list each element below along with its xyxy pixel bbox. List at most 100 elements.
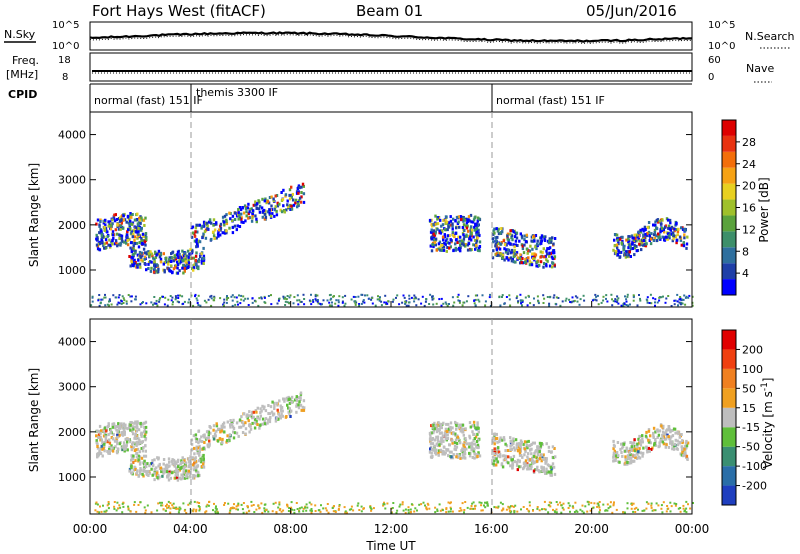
echo-cell — [609, 501, 612, 504]
echo-cell — [613, 501, 615, 504]
echo-cell — [122, 214, 125, 218]
echo-cell — [324, 507, 327, 510]
echo-cell — [652, 297, 655, 300]
echo-cell — [467, 242, 471, 246]
echo-cell — [552, 456, 555, 460]
echo-cell — [162, 462, 165, 466]
echo-cell — [662, 430, 665, 434]
echo-cell — [295, 397, 298, 401]
echo-cell — [657, 504, 660, 507]
echo-cell — [613, 238, 616, 242]
echo-cell — [253, 421, 257, 425]
echo-cell — [621, 454, 624, 458]
echo-cell — [261, 215, 264, 219]
echo-cell — [119, 216, 122, 220]
echo-cell — [95, 439, 98, 443]
echo-cell — [470, 228, 474, 232]
echo-cell — [245, 414, 248, 418]
echo-cell — [455, 424, 458, 428]
echo-cell — [436, 444, 439, 447]
echo-cell — [495, 248, 499, 252]
echo-cell — [454, 219, 457, 223]
echo-cell — [126, 236, 129, 239]
echo-cell — [641, 434, 644, 438]
echo-cell — [166, 304, 169, 307]
echo-cell — [527, 256, 530, 260]
echo-cell — [257, 504, 260, 507]
echo-cell — [358, 509, 361, 511]
echo-cell — [198, 223, 201, 227]
echo-cell — [464, 501, 467, 503]
echo-cell — [182, 472, 186, 476]
echo-cell — [543, 508, 546, 510]
echo-cell — [383, 301, 386, 304]
echo-cell — [256, 406, 259, 410]
echo-cell — [158, 462, 161, 466]
echo-cell — [98, 231, 101, 235]
echo-cell — [612, 455, 615, 459]
echo-cell — [210, 221, 213, 225]
echo-cell — [478, 249, 481, 253]
echo-cell — [212, 424, 216, 428]
echo-cell — [447, 427, 450, 431]
echo-cell — [548, 296, 551, 299]
echo-cell — [529, 458, 532, 462]
echo-cell — [317, 302, 320, 305]
echo-cell — [175, 476, 179, 480]
echo-cell — [530, 263, 534, 267]
echo-cell — [223, 214, 227, 218]
echo-cell — [151, 459, 154, 463]
echo-cell — [443, 233, 446, 237]
echo-cell — [357, 295, 360, 298]
freq-label: Freq. — [12, 54, 39, 67]
echo-cell — [424, 300, 427, 303]
echo-cell — [102, 234, 105, 238]
echo-cell — [219, 297, 222, 300]
echo-cell — [217, 511, 219, 514]
echo-cell — [509, 436, 512, 440]
colorbar-swatch — [722, 151, 736, 168]
echo-cell — [433, 241, 437, 245]
echo-cell — [642, 237, 645, 241]
echo-cell — [681, 447, 685, 451]
echo-cell — [250, 412, 254, 416]
echo-cell — [308, 501, 311, 504]
echo-cell — [432, 431, 435, 435]
echo-cell — [118, 504, 121, 507]
echo-cell — [647, 438, 650, 442]
echo-cell — [493, 442, 496, 446]
echo-cell — [453, 301, 456, 304]
echo-cell — [639, 443, 643, 447]
echo-cell — [299, 300, 302, 303]
echo-cell — [354, 303, 357, 306]
echo-cell — [280, 510, 283, 513]
echo-cell — [505, 444, 509, 448]
echo-cell — [550, 501, 553, 504]
echo-cell — [263, 507, 266, 510]
echo-cell — [276, 408, 279, 412]
freq-tick-low: 8 — [62, 72, 68, 83]
echo-cell — [146, 504, 149, 507]
echo-cell — [495, 452, 498, 456]
echo-cell — [554, 511, 557, 513]
echo-cell — [508, 510, 511, 512]
echo-cell — [262, 407, 265, 411]
echo-cell — [134, 437, 137, 440]
echo-cell — [613, 449, 616, 453]
echo-cell — [330, 297, 333, 300]
echo-cell — [314, 295, 317, 298]
echo-cell — [654, 298, 657, 301]
echo-cell — [533, 441, 536, 445]
echo-cell — [261, 417, 265, 421]
echo-cell — [164, 296, 167, 299]
echo-cell — [503, 258, 506, 262]
echo-cell — [115, 439, 118, 442]
echo-cell — [138, 455, 142, 459]
echo-cell — [454, 231, 457, 235]
echo-cell — [223, 220, 226, 224]
echo-cell — [493, 506, 496, 509]
echo-cell — [642, 446, 645, 450]
echo-cell — [454, 448, 458, 452]
echo-cell — [115, 232, 119, 236]
echo-cell — [587, 501, 590, 504]
